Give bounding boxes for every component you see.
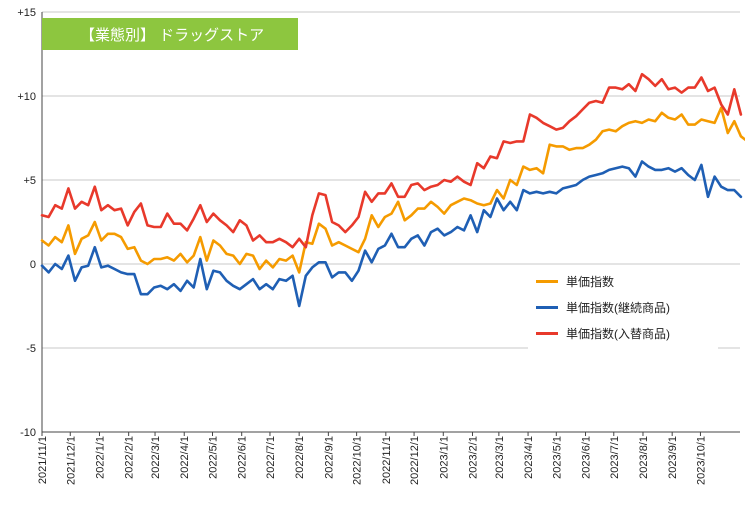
chart-title: 【業態別】 ドラッグストア [42, 18, 298, 50]
y-axis: +15 +10 +5 0 -5 -10 [17, 7, 43, 439]
series-lines [40, 72, 745, 308]
y-tick-label: -5 [26, 343, 36, 355]
x-tick-label: 2023/6/1 [581, 436, 593, 479]
y-tick-label: 0 [30, 259, 36, 271]
x-tick-label: 2022/1/1 [94, 436, 106, 479]
x-tick-label: 2023/4/1 [523, 436, 535, 479]
x-tick-label: 2023/5/1 [551, 436, 563, 479]
x-tick-label: 2023/1/1 [438, 436, 450, 479]
x-tick-label: 2022/2/1 [124, 436, 136, 479]
x-tick-label: 2022/10/1 [352, 436, 364, 485]
x-tick-label: 2022/3/1 [150, 436, 162, 479]
legend-label: 単価指数(継続商品) [566, 300, 670, 315]
x-tick-label: 2022/12/1 [409, 436, 421, 485]
x-tick-label: 2023/7/1 [609, 436, 621, 479]
x-tick-label: 2022/11/1 [381, 436, 393, 484]
x-tick-label: 2023/3/1 [494, 436, 506, 479]
x-axis: 2021/11/1 2021/12/1 2022/1/1 2022/2/1 2022/3… [37, 431, 740, 485]
legend-swatch-orange [536, 279, 558, 283]
y-tick-label: +15 [17, 7, 36, 19]
x-tick-label: 2023/2/1 [467, 436, 479, 479]
y-tick-label: +5 [23, 175, 36, 187]
series-line-1 [40, 160, 743, 308]
chart-title-text: 【業態別】 ドラッグストア [80, 26, 265, 44]
legend-swatch-red [536, 331, 558, 335]
legend-swatch-blue [536, 305, 558, 309]
legend-label: 単価指数(入替商品) [566, 326, 670, 341]
y-tick-label: -10 [20, 427, 36, 439]
x-tick-label: 2022/4/1 [179, 436, 191, 479]
x-tick-label: 2022/6/1 [237, 436, 249, 479]
x-tick-label: 2023/8/1 [638, 436, 650, 479]
legend-item-continuing-products: 単価指数(継続商品) [536, 298, 670, 316]
legend: 単価指数 単価指数(継続商品) 単価指数(入替商品) [528, 268, 718, 350]
x-tick-label: 2021/12/1 [65, 436, 77, 485]
legend-label: 単価指数 [566, 274, 615, 289]
legend-item-unit-price-index: 単価指数 [536, 272, 614, 290]
x-tick-label: 2023/9/1 [667, 436, 679, 479]
x-tick-label: 2022/9/1 [323, 436, 335, 479]
series-line-2 [40, 72, 743, 249]
legend-item-replaced-products: 単価指数(入替商品) [536, 324, 670, 342]
y-tick-label: +10 [17, 91, 36, 103]
x-tick-label: 2021/11/1 [37, 436, 49, 484]
x-tick-label: 2022/8/1 [294, 436, 306, 479]
x-tick-label: 2023/10/1 [695, 436, 707, 485]
x-tick-label: 2022/7/1 [265, 436, 277, 479]
x-tick-label: 2022/5/1 [207, 436, 219, 479]
series-line-0 [40, 106, 745, 274]
